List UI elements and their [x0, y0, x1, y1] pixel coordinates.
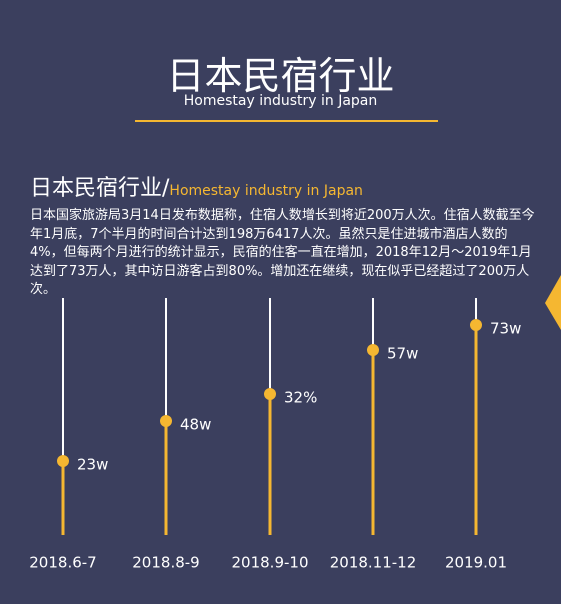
- date-label: 2018.6-7: [29, 554, 96, 572]
- date-label: 2018.9-10: [232, 554, 309, 572]
- date-label: 2019.01: [445, 554, 507, 572]
- subtitle: Homestay industry in Japan: [183, 93, 378, 109]
- dot: [160, 415, 172, 427]
- section-subtitle: Homestay industry in Japan: [169, 183, 363, 199]
- value-label: 48w: [180, 416, 211, 434]
- value-label: 57w: [387, 345, 418, 363]
- value-label: 32%: [284, 389, 317, 407]
- section-heading: 日本民宿行业/Homestay industry in Japan: [30, 170, 363, 202]
- value-label: 73w: [490, 320, 521, 338]
- dot: [57, 455, 69, 467]
- body-text: 日本国家旅游局3月14日发布数据称，住宿人数增长到将近200万人次。住宿人数截至…: [30, 208, 535, 297]
- dot: [470, 319, 482, 331]
- section-title: 日本民宿行业/: [30, 176, 170, 201]
- date-label: 2018.11-12: [330, 554, 417, 572]
- divider: [135, 120, 438, 122]
- title: 日本民宿行业: [166, 54, 395, 98]
- dot: [264, 388, 276, 400]
- side-arrow: [545, 275, 561, 330]
- dot: [367, 344, 379, 356]
- value-label: 23w: [77, 456, 108, 474]
- date-label: 2018.8-9: [132, 554, 199, 572]
